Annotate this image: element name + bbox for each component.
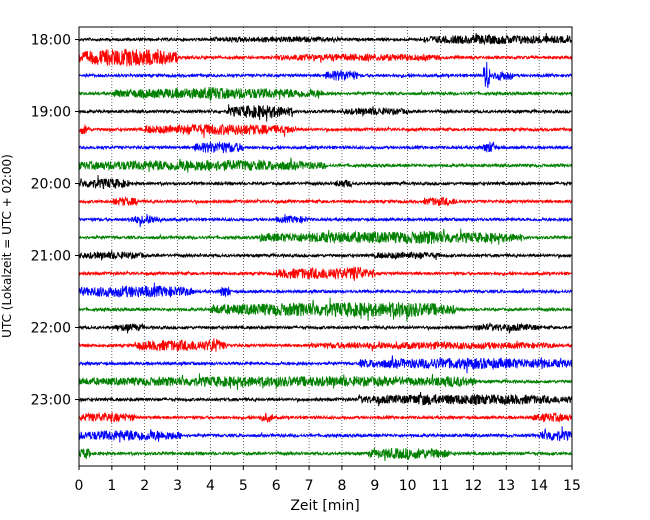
y-tick-label-2000: 20:00 [31, 177, 71, 193]
y-tick-label-2100: 21:00 [31, 249, 71, 265]
y-axis-label: UTC (Lokalzeit = UTC + 02:00) [0, 154, 14, 338]
x-tick-label-2: 2 [140, 478, 149, 494]
x-tick-label-0: 0 [75, 478, 84, 494]
x-tick-label-11: 11 [432, 478, 450, 494]
plot-area [79, 27, 572, 466]
trace-2115 [78, 266, 573, 281]
x-tick-label-10: 10 [399, 478, 417, 494]
trace-1915 [78, 123, 573, 138]
x-tick-label-15: 15 [563, 478, 581, 494]
x-tick-label-7: 7 [305, 478, 314, 494]
trace-2000 [78, 174, 573, 190]
seismic-traces [78, 32, 573, 462]
trace-2330 [78, 426, 573, 443]
y-tick-label-1800: 18:00 [31, 33, 71, 49]
trace-2130 [78, 282, 573, 299]
x-tick-label-4: 4 [206, 478, 215, 494]
x-tick-label-3: 3 [173, 478, 182, 494]
trace-2215 [78, 338, 573, 352]
trace-2230 [78, 355, 573, 374]
trace-2245 [78, 373, 573, 390]
trace-1930 [78, 141, 573, 154]
trace-1800 [78, 32, 573, 46]
plot-frame [78, 26, 573, 467]
y-axis-ticks: 18:00 19:00 20:00 21:00 22:00 23:00 [31, 33, 79, 409]
x-tick-label-6: 6 [272, 478, 281, 494]
x-tick-label-13: 13 [497, 478, 515, 494]
trace-1900 [78, 104, 573, 122]
y-tick-label-2200: 22:00 [31, 321, 71, 337]
x-tick-label-5: 5 [239, 478, 248, 494]
x-axis-ticks: 0 1 2 3 4 5 6 7 8 9 10 11 12 13 14 15 [75, 466, 581, 494]
trace-2100 [78, 250, 573, 261]
trace-1845 [78, 86, 573, 102]
trace-2300 [78, 391, 573, 407]
trace-1830 [78, 61, 573, 89]
x-axis-label: Zeit [min] [290, 498, 359, 514]
grid-lines [111, 27, 540, 466]
x-tick-label-8: 8 [337, 478, 346, 494]
trace-2015 [78, 195, 573, 207]
trace-2345 [78, 447, 573, 462]
trace-1815 [78, 48, 573, 67]
x-tick-label-9: 9 [370, 478, 379, 494]
trace-2145 [78, 297, 573, 322]
y-tick-label-1900: 19:00 [31, 105, 71, 121]
x-tick-label-1: 1 [107, 478, 116, 494]
x-tick-label-14: 14 [530, 478, 548, 494]
trace-2200 [78, 322, 573, 334]
trace-1945 [78, 157, 573, 173]
trace-2045 [78, 228, 573, 245]
y-tick-label-2300: 23:00 [31, 393, 71, 409]
trace-2030 [78, 213, 573, 228]
x-tick-label-12: 12 [464, 478, 482, 494]
trace-2315 [78, 411, 573, 424]
